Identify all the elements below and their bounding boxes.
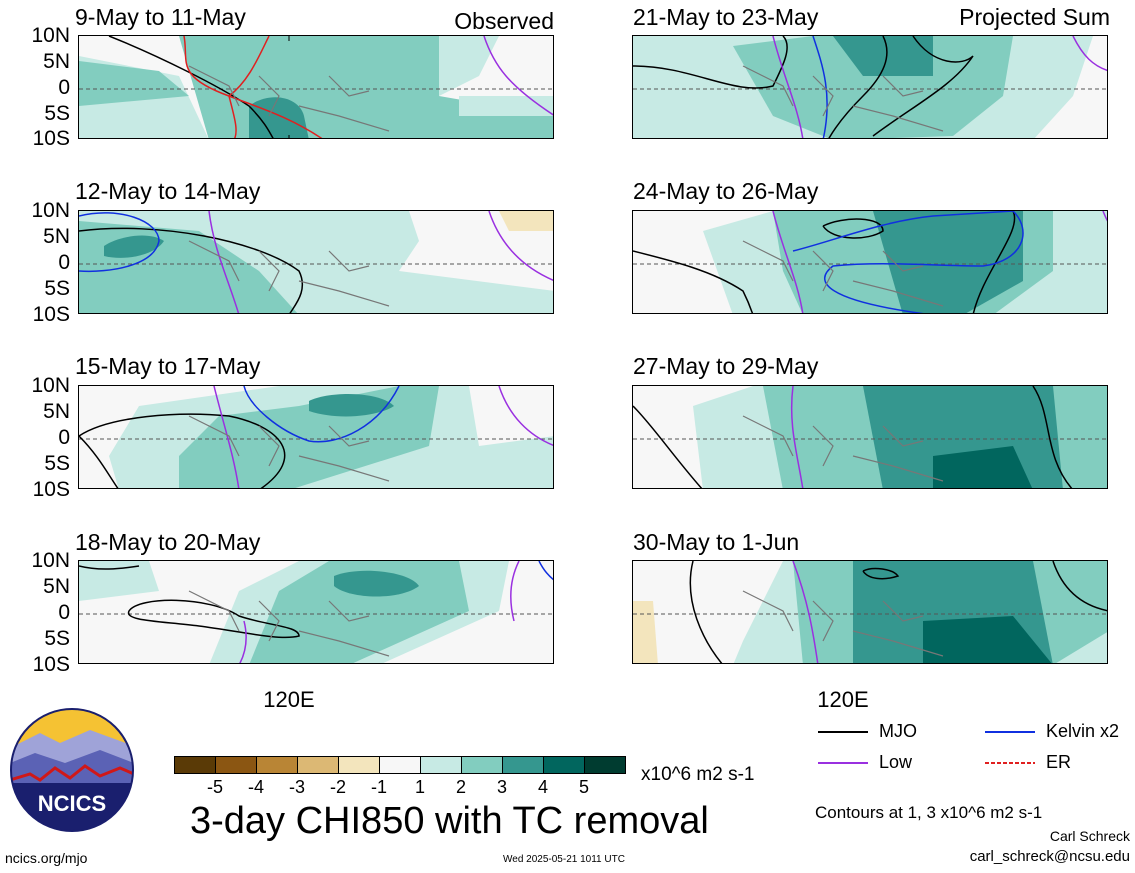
lat-label: 5N <box>43 400 70 423</box>
panel-tag-projected: Projected Sum <box>959 4 1110 30</box>
legend-line-kelvin <box>985 731 1035 733</box>
map-panel-5 <box>632 35 1108 139</box>
logo-text: NCICS <box>38 791 106 816</box>
lat-label: 10S <box>32 653 70 676</box>
author-email: carl_schreck@ncsu.edu <box>969 848 1130 865</box>
legend-line-low <box>818 762 868 764</box>
colorbar-swatch <box>502 756 544 774</box>
lat-label: 0 <box>58 251 70 274</box>
legend-label-mjo: MJO <box>879 721 917 741</box>
panel-title-1: 9-May to 11-May <box>75 4 246 30</box>
colorbar-label: -4 <box>247 777 264 797</box>
lat-label: 5N <box>43 225 70 248</box>
colorbar-label: 4 <box>537 777 548 797</box>
lat-label: 10N <box>31 199 70 222</box>
lat-label: 10S <box>32 303 70 326</box>
colorbar-label: 1 <box>414 777 425 797</box>
colorbar-label: 5 <box>578 777 589 797</box>
colorbar-swatch <box>584 756 626 774</box>
timestamp: Wed 2025-05-21 1011 UTC <box>503 854 625 865</box>
panel-title-2: 12-May to 14-May <box>75 178 261 204</box>
lat-label: 5S <box>44 452 70 475</box>
colorbar-swatch <box>338 756 380 774</box>
colorbar-label: 2 <box>455 777 466 797</box>
legend-label-low: Low <box>879 752 913 772</box>
map-panel-4 <box>78 560 554 664</box>
colorbar-label: -3 <box>288 777 305 797</box>
lat-label: 0 <box>58 601 70 624</box>
colorbar-swatch <box>215 756 257 774</box>
ncics-logo: NCICS <box>10 708 134 832</box>
map-panel-8 <box>632 560 1108 664</box>
colorbar-swatch <box>297 756 339 774</box>
lat-label: 5N <box>43 575 70 598</box>
lat-label: 0 <box>58 76 70 99</box>
colorbar-swatch <box>256 756 298 774</box>
legend-line-er <box>985 762 1035 764</box>
panel-title-7: 27-May to 29-May <box>633 353 819 379</box>
colorbar-label: -2 <box>329 777 346 797</box>
lon-label-left: 120E <box>263 687 315 712</box>
colorbar-swatch <box>543 756 585 774</box>
lat-label: 0 <box>58 426 70 449</box>
lon-label-right: 120E <box>817 687 869 712</box>
colorbar-label: -1 <box>370 777 387 797</box>
main-title: 3-day CHI850 with TC removal <box>190 800 709 842</box>
lat-label: 5N <box>43 50 70 73</box>
colorbar-units: x10^6 m2 s-1 <box>641 764 755 785</box>
panel-title-3: 15-May to 17-May <box>75 353 261 379</box>
colorbar-label: 3 <box>496 777 507 797</box>
lat-label: 10S <box>32 478 70 501</box>
map-panel-7 <box>632 385 1108 489</box>
lat-label: 5S <box>44 277 70 300</box>
source-url: ncics.org/mjo <box>5 850 88 866</box>
legend-line-mjo <box>818 731 868 733</box>
colorbar-label: -5 <box>206 777 223 797</box>
panel-title-4: 18-May to 20-May <box>75 529 261 555</box>
lat-label: 10N <box>31 374 70 397</box>
legend-label-er: ER <box>1046 752 1072 772</box>
panel-title-6: 24-May to 26-May <box>633 178 819 204</box>
author: Carl Schreck <box>1049 828 1130 844</box>
lat-label: 10N <box>31 549 70 572</box>
colorbar-swatch <box>461 756 503 774</box>
map-panel-2 <box>78 210 554 314</box>
colorbar-swatch <box>420 756 462 774</box>
map-panel-1 <box>78 35 554 139</box>
lat-label: 10S <box>32 127 70 150</box>
map-panel-3 <box>78 385 554 489</box>
lat-label: 5S <box>44 627 70 650</box>
lat-label: 10N <box>31 24 70 47</box>
colorbar-swatch <box>174 756 216 774</box>
contours-note: Contours at 1, 3 x10^6 m2 s-1 <box>815 803 1043 822</box>
legend-label-kelvin: Kelvin x2 <box>1046 721 1120 741</box>
lat-label: 5S <box>44 102 70 125</box>
panel-tag-observed: Observed <box>454 8 554 34</box>
map-panel-6 <box>632 210 1108 314</box>
colorbar-swatch <box>379 756 421 774</box>
panel-title-8: 30-May to 1-Jun <box>633 529 800 555</box>
panel-title-5: 21-May to 23-May <box>633 4 819 30</box>
